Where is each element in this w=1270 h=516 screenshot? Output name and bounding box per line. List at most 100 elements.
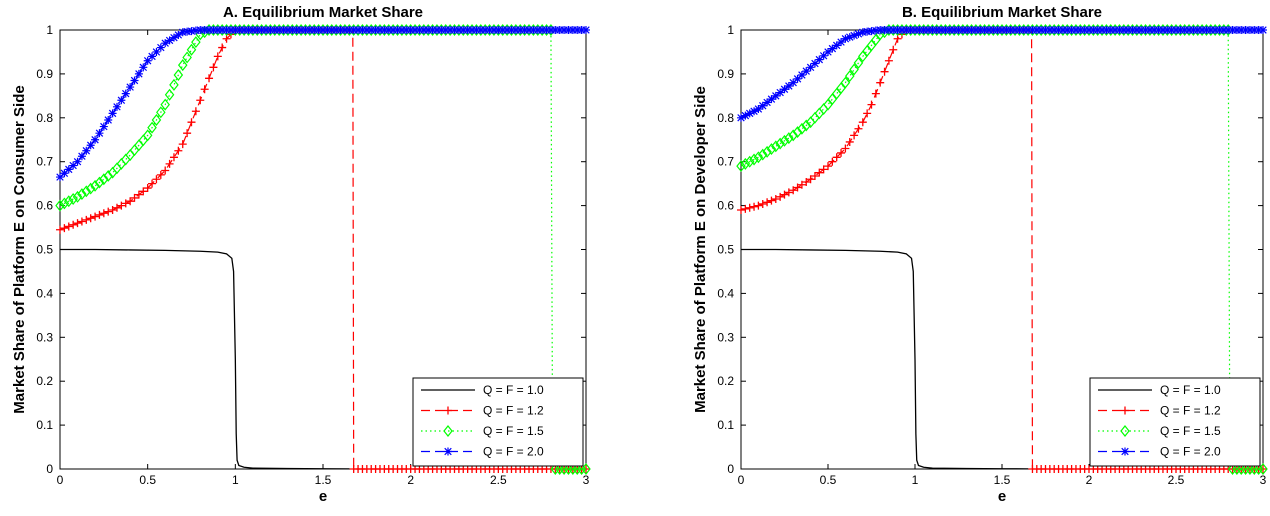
data-marker <box>815 55 824 64</box>
x-tick-label: 2.5 <box>490 473 507 487</box>
data-marker <box>148 179 157 188</box>
y-tick-label: 0.4 <box>36 286 53 300</box>
data-marker <box>797 70 806 79</box>
data-marker <box>82 215 91 224</box>
data-marker <box>156 106 166 119</box>
data-marker <box>1176 26 1185 34</box>
data-marker <box>971 26 980 34</box>
data-marker <box>191 36 201 49</box>
data-marker <box>906 26 915 34</box>
data-marker <box>1037 26 1046 34</box>
data-marker <box>815 168 824 177</box>
data-marker <box>218 43 227 52</box>
data-marker <box>139 187 148 196</box>
data-marker <box>1163 26 1172 34</box>
data-marker <box>437 26 446 34</box>
data-marker <box>485 26 494 34</box>
data-marker <box>559 463 569 475</box>
data-marker <box>1006 26 1015 34</box>
data-marker <box>1141 26 1150 34</box>
data-marker <box>134 190 143 199</box>
data-marker <box>406 26 415 34</box>
y-tick-label: 0.2 <box>36 374 53 388</box>
data-marker <box>1172 26 1180 34</box>
data-marker <box>1032 26 1041 34</box>
data-marker <box>332 26 341 34</box>
data-marker <box>573 26 582 34</box>
data-marker <box>94 176 105 189</box>
data-marker <box>749 153 759 166</box>
data-marker <box>871 89 880 98</box>
data-marker <box>99 122 108 131</box>
y-tick-label: 0.7 <box>717 155 734 169</box>
data-marker <box>82 146 91 155</box>
data-marker <box>503 26 512 34</box>
data-marker <box>103 170 113 182</box>
data-marker <box>415 26 424 34</box>
data-marker <box>844 70 855 83</box>
panel-a: 0 0.5 1 1.5 2 2.5 3 0 0.1 0.2 0.3 0.4 0.5 0.6 0.7 0.8 0.… <box>11 4 591 505</box>
data-marker <box>919 26 928 34</box>
legend-label: Q = F = 2.0 <box>483 445 544 459</box>
data-marker <box>554 463 565 475</box>
data-marker <box>993 26 1002 34</box>
data-marker <box>169 153 178 162</box>
data-marker <box>397 26 406 34</box>
data-marker <box>797 180 806 189</box>
data-marker <box>310 26 319 34</box>
data-marker <box>737 205 745 214</box>
data-marker <box>560 26 569 34</box>
data-marker <box>989 26 998 34</box>
data-marker <box>789 78 798 87</box>
data-marker <box>283 26 292 34</box>
data-marker <box>402 26 411 34</box>
data-marker <box>893 34 902 43</box>
data-marker <box>187 118 196 127</box>
data-marker <box>1240 463 1251 475</box>
data-marker <box>498 26 507 34</box>
data-marker <box>750 107 759 116</box>
data-marker <box>389 26 398 34</box>
data-marker <box>850 131 859 140</box>
legend-label: Q = F = 1.2 <box>483 404 544 418</box>
data-marker <box>520 26 529 34</box>
x-tick-label: 1.5 <box>315 473 332 487</box>
data-marker <box>358 26 367 34</box>
data-marker <box>209 63 218 72</box>
data-marker <box>139 63 148 72</box>
data-marker <box>810 171 819 180</box>
data-marker <box>169 33 178 42</box>
data-marker <box>177 59 188 72</box>
x-tick-label: 3 <box>1260 473 1267 487</box>
data-marker <box>143 184 152 193</box>
data-marker <box>533 26 542 34</box>
data-marker <box>1128 26 1137 34</box>
data-marker <box>828 44 837 53</box>
data-marker <box>108 205 117 214</box>
data-marker <box>924 26 933 34</box>
data-marker <box>240 26 249 34</box>
data-marker <box>59 197 70 210</box>
data-marker <box>771 140 781 153</box>
x-tick-label: 1 <box>912 473 919 487</box>
data-marker <box>81 185 92 198</box>
data-marker <box>967 26 976 34</box>
y-axis-label: Market Share of Platform E on Consumer S… <box>11 85 28 413</box>
data-marker <box>117 96 126 105</box>
data-marker <box>550 463 561 475</box>
data-marker <box>112 203 121 212</box>
data-marker <box>780 190 789 199</box>
data-marker <box>897 26 906 34</box>
data-marker <box>980 26 989 34</box>
data-marker <box>1145 26 1154 34</box>
data-marker <box>542 26 551 34</box>
data-marker <box>481 26 490 34</box>
data-marker <box>793 74 802 83</box>
y-tick-label: 1 <box>46 23 53 37</box>
panel-b: 0 0.5 1 1.5 2 2.5 3 0 0.1 0.2 0.3 0.4 0.5 0.6 0.7 0.8 0.… <box>692 4 1268 505</box>
data-marker <box>205 26 214 34</box>
data-marker <box>945 26 954 34</box>
data-marker <box>1076 26 1085 34</box>
data-marker <box>191 26 200 35</box>
